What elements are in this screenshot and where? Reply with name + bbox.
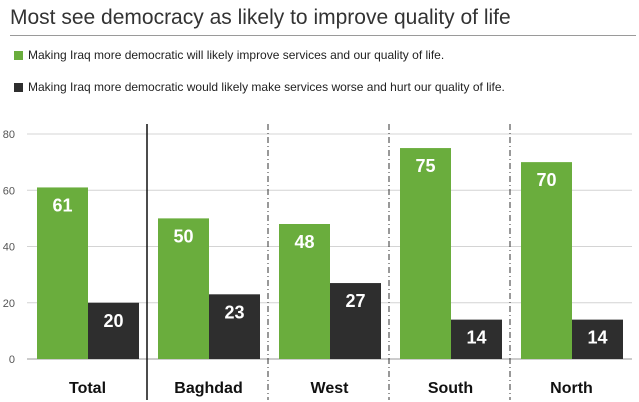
bar-value-label: 14 bbox=[466, 328, 486, 348]
legend-item-improve: Making Iraq more democratic will likely … bbox=[14, 47, 444, 63]
bar-value-label: 50 bbox=[173, 226, 193, 246]
legend-label-improve: Making Iraq more democratic will likely … bbox=[28, 48, 445, 62]
x-category-label: West bbox=[311, 380, 350, 397]
bar-north-improve bbox=[521, 162, 572, 359]
x-category-label: Baghdad bbox=[174, 380, 242, 397]
chart-title: Most see democracy as likely to improve … bbox=[10, 6, 511, 29]
bar-value-label: 75 bbox=[415, 156, 435, 176]
legend-swatch-improve bbox=[14, 50, 23, 60]
bar-south-worse bbox=[451, 319, 502, 359]
y-tick-label: 0 bbox=[9, 354, 15, 366]
bar-value-label: 48 bbox=[294, 232, 314, 252]
bar-south-improve bbox=[400, 148, 451, 359]
y-tick-label: 60 bbox=[3, 185, 15, 197]
bar-north-worse bbox=[572, 319, 623, 359]
y-tick-label: 40 bbox=[3, 242, 15, 254]
title-divider bbox=[10, 35, 636, 36]
bar-value-label: 27 bbox=[345, 291, 365, 311]
x-category-label: South bbox=[428, 380, 473, 397]
x-category-label: Total bbox=[69, 380, 106, 397]
bar-value-label: 20 bbox=[103, 311, 123, 331]
bar-total-improve bbox=[37, 187, 88, 359]
bar-baghdad-improve bbox=[158, 218, 209, 359]
bar-west-worse bbox=[330, 283, 381, 359]
bar-baghdad-worse bbox=[209, 294, 260, 359]
x-category-label: North bbox=[550, 380, 593, 397]
bar-value-label: 14 bbox=[587, 328, 607, 348]
bar-total-worse bbox=[88, 302, 139, 359]
legend-label-worse: Making Iraq more democratic would likely… bbox=[28, 80, 505, 94]
bar-west-improve bbox=[279, 224, 330, 359]
y-tick-label: 20 bbox=[3, 298, 15, 310]
y-tick-label: 80 bbox=[3, 129, 15, 141]
legend-swatch-worse bbox=[14, 82, 23, 92]
legend-item-worse: Making Iraq more democratic would likely… bbox=[14, 79, 505, 95]
bar-value-label: 23 bbox=[224, 302, 244, 322]
bar-value-label: 70 bbox=[536, 170, 556, 190]
bar-value-label: 61 bbox=[52, 195, 72, 215]
